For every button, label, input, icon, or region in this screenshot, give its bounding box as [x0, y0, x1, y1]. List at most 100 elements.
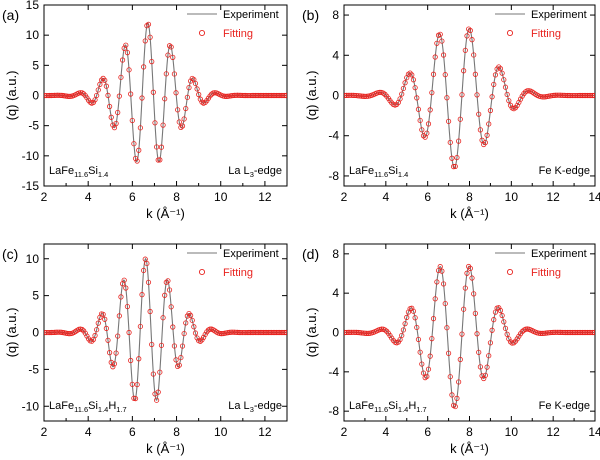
y-tick-label: -8: [328, 169, 339, 183]
data-point-fitting: [358, 330, 365, 336]
data-point-fitting: [113, 120, 119, 127]
y-tick-label: 4: [332, 286, 339, 300]
data-point-fitting: [246, 92, 252, 99]
data-point-fitting: [569, 92, 576, 99]
data-point-fitting: [579, 329, 586, 336]
x-tick-label: 10: [505, 190, 519, 204]
data-point-fitting: [270, 329, 276, 336]
data-point-fitting: [459, 92, 465, 98]
data-point-fitting: [173, 90, 179, 96]
data-point-fitting: [158, 144, 165, 150]
data-point-fitting: [222, 93, 228, 99]
data-point-fitting: [559, 329, 565, 336]
data-point-fitting: [246, 329, 252, 336]
data-point-fitting: [168, 304, 174, 310]
data-point-fitting: [476, 349, 482, 355]
y-tick-label: 15: [26, 0, 40, 12]
data-point-fitting: [358, 93, 365, 99]
data-point-fitting: [102, 77, 108, 83]
x-tick-label: 6: [424, 425, 431, 439]
data-point-fitting: [344, 92, 350, 98]
data-point-fitting: [350, 92, 356, 98]
series-line-experiment: [44, 22, 287, 163]
data-point-fitting: [573, 329, 579, 336]
data-point-fitting: [281, 92, 287, 99]
data-point-fitting: [363, 330, 370, 336]
data-point-fitting: [467, 27, 473, 34]
data-point-fitting: [352, 329, 358, 335]
data-point-fitting: [539, 94, 545, 100]
data-point-fitting: [566, 329, 572, 336]
data-point-fitting: [259, 329, 265, 336]
data-point-fitting: [162, 96, 168, 102]
y-axis-title: (q) (a.u.): [304, 71, 319, 121]
data-point-fitting: [44, 329, 50, 336]
data-point-fitting: [111, 361, 118, 367]
data-point-fitting: [173, 357, 179, 363]
data-point-fitting: [564, 329, 570, 336]
data-point-fitting: [484, 364, 490, 370]
legend-label-fitting: Fitting: [531, 267, 561, 279]
data-point-fitting: [459, 331, 465, 337]
y-tick-label: -4: [328, 365, 339, 379]
data-point-fitting: [270, 92, 276, 99]
data-point-fitting: [94, 327, 100, 333]
data-point-fitting: [497, 65, 504, 72]
data-point-fitting: [249, 329, 255, 336]
data-point-fitting: [53, 329, 59, 335]
sample-formula: LaFe11.6Si1.4H1.7: [49, 400, 127, 414]
chart-panel-d: 2 4 6 8 10 12 14 -8 -4 0 4 8 k (Å⁻¹) (q) (a.u.) (d) Exp…: [302, 243, 600, 456]
data-point-fitting: [576, 329, 582, 336]
legend-label-experiment: Experiment: [531, 248, 587, 260]
data-point-fitting: [44, 92, 50, 99]
data-point-fitting: [272, 92, 278, 99]
data-point-fitting: [479, 373, 485, 379]
data-point-fitting: [121, 277, 127, 283]
data-point-fitting: [492, 72, 499, 78]
data-point-fitting: [345, 329, 351, 335]
legend-label-experiment: Experiment: [223, 9, 279, 21]
data-point-fitting: [202, 331, 208, 338]
data-point-fitting: [415, 106, 422, 112]
data-point-fitting: [150, 371, 156, 377]
data-point-fitting: [424, 130, 430, 136]
data-point-fitting: [357, 93, 363, 99]
data-point-fitting: [129, 117, 135, 124]
y-tick-label: -8: [328, 404, 339, 418]
data-point-fitting: [476, 111, 482, 117]
data-point-fitting: [573, 92, 579, 99]
data-point-fitting: [591, 92, 595, 99]
data-point-fitting: [89, 338, 95, 344]
data-point-fitting: [548, 329, 554, 336]
data-point-fitting: [363, 93, 370, 99]
data-point-fitting: [544, 330, 550, 336]
x-axis-title: k (Å⁻¹): [450, 441, 489, 456]
data-point-fitting: [486, 121, 492, 127]
data-point-fitting: [280, 329, 286, 336]
y-tick-label: 10: [26, 28, 40, 42]
data-point-fitting: [445, 350, 452, 356]
data-point-fitting: [181, 116, 187, 122]
data-point-fitting: [175, 107, 181, 113]
data-point-fitting: [171, 71, 178, 77]
data-point-fitting: [236, 329, 242, 336]
x-tick-label: 6: [424, 190, 431, 204]
data-point-fitting: [55, 92, 61, 98]
data-point-fitting: [118, 74, 124, 80]
x-tick-label: 4: [382, 425, 389, 439]
y-tick-label: -5: [28, 362, 39, 376]
data-point-fitting: [541, 94, 547, 100]
data-point-fitting: [387, 332, 393, 339]
data-point-fitting: [241, 329, 247, 336]
data-point-fitting: [524, 88, 530, 94]
data-point-fitting: [179, 123, 186, 129]
data-point-fitting: [430, 316, 437, 322]
legend-label-experiment: Experiment: [531, 9, 587, 21]
data-point-fitting: [123, 285, 129, 291]
y-tick-label: 0: [332, 89, 339, 103]
data-point-fitting: [439, 38, 445, 44]
data-point-fitting: [487, 107, 494, 114]
data-point-fitting: [511, 340, 517, 346]
data-point-fitting: [472, 310, 478, 316]
data-point-fitting: [47, 329, 53, 336]
